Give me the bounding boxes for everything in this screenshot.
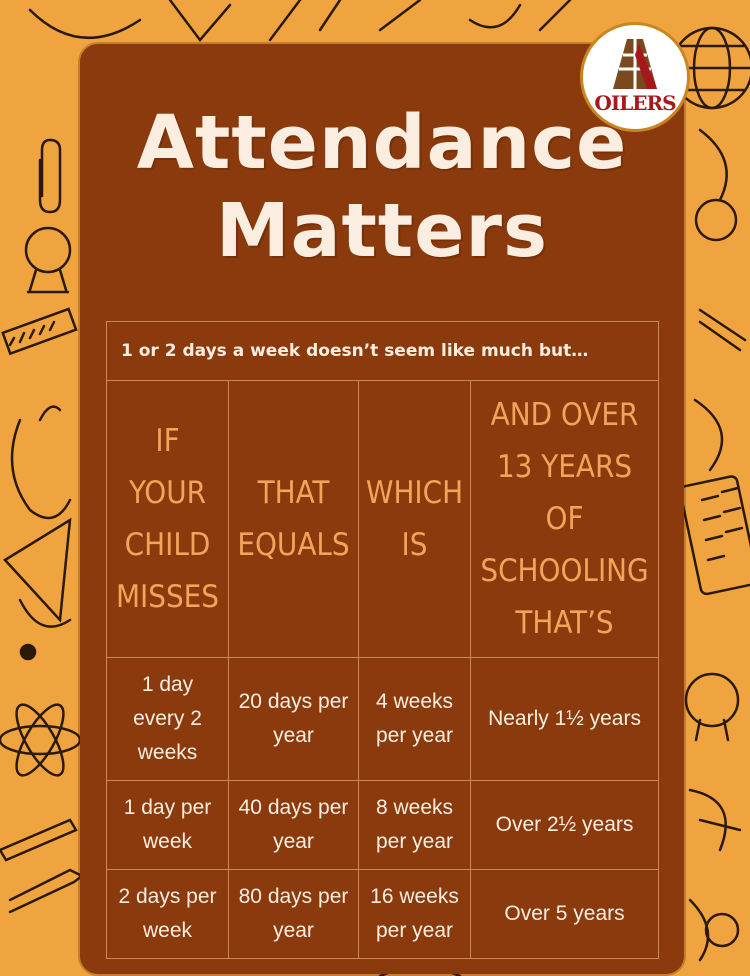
cell-which-is: 8 weeks per year [358,780,471,870]
attendance-table: 1 or 2 days a week doesn’t seem like muc… [105,321,660,959]
table-intro: 1 or 2 days a week doesn’t seem like muc… [105,321,660,381]
oil-derrick-icon [613,39,657,89]
header-which-is: WHICH IS [358,380,471,658]
cell-misses: 1 day per week [106,780,229,870]
table-row: 1 day per week 40 days per year 8 weeks per… [106,780,660,870]
logo-wordmark: OILERS [594,91,676,115]
cell-schooling: Over 5 years [469,869,660,959]
cell-schooling: Over 2½ years [469,780,660,870]
cell-equals: 40 days per year [228,780,359,870]
table-row: 2 days per week 80 days per year 16 weeks p… [106,869,660,959]
header-over-13-years: AND OVER 13 YEARS OF SCHOOLING THAT’S [469,380,660,658]
page-title-line-2: Matters [215,188,549,274]
header-if-your-child-misses: IF YOUR CHILD MISSES [106,380,229,658]
cell-misses: 2 days per week [106,869,229,959]
cell-which-is: 4 weeks per year [358,657,471,781]
oilers-logo: OILERS [580,22,690,132]
header-that-equals: THAT EQUALS [228,380,359,658]
table-row: 1 day every 2 weeks 20 days per year 4 week… [106,657,660,781]
cell-equals: 20 days per year [228,657,359,781]
cell-misses: 1 day every 2 weeks [106,657,229,781]
page-title-line-1: Attendance [136,100,628,186]
cell-schooling: Nearly 1½ years [469,657,660,781]
cell-equals: 80 days per year [228,869,359,959]
cell-which-is: 16 weeks per year [358,869,471,959]
